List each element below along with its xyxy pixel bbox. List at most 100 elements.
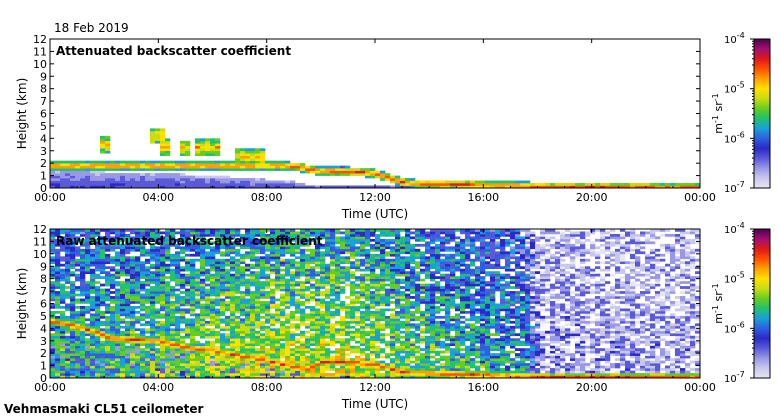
- heatmap-cell: [370, 338, 376, 342]
- heatmap-cell: [105, 365, 111, 369]
- heatmap-cell: [75, 355, 81, 359]
- heatmap-cell: [420, 315, 426, 319]
- heatmap-cell: [165, 360, 171, 364]
- heatmap-cell: [235, 348, 241, 351]
- heatmap-cell: [295, 246, 301, 250]
- heatmap-cell: [225, 268, 231, 272]
- heatmap-cell: [130, 236, 136, 240]
- heatmap-cell: [245, 231, 251, 235]
- heatmap-cell: [125, 338, 131, 342]
- heatmap-cell: [150, 333, 156, 337]
- heatmap-cell: [250, 266, 256, 270]
- heatmap-cell: [365, 358, 371, 361]
- heatmap-cell: [390, 338, 396, 342]
- heatmap-cell: [70, 256, 76, 260]
- heatmap-cell: [75, 238, 81, 242]
- heatmap-cell: [250, 320, 256, 324]
- heatmap-cell: [225, 286, 231, 289]
- heatmap-cell: [195, 325, 201, 329]
- heatmap-cell: [95, 296, 101, 299]
- heatmap-cell: [175, 271, 181, 274]
- heatmap-cell: [120, 335, 126, 339]
- heatmap-cell: [410, 350, 416, 354]
- heatmap-cell: [60, 296, 66, 299]
- heatmap-cell: [405, 365, 411, 369]
- heatmap-cell: [90, 236, 96, 240]
- heatmap-cell: [90, 241, 96, 245]
- heatmap-cell: [390, 328, 396, 332]
- heatmap-cell: [255, 263, 261, 267]
- heatmap-cell: [55, 325, 61, 329]
- heatmap-cell: [125, 165, 131, 169]
- heatmap-cell: [200, 246, 206, 250]
- heatmap-cell: [275, 313, 281, 317]
- heatmap-cell: [100, 140, 106, 144]
- heatmap-cell: [305, 298, 311, 302]
- heatmap-cell: [245, 358, 251, 361]
- heatmap-cell: [305, 241, 311, 245]
- heatmap-cell: [320, 170, 326, 174]
- heatmap-cell: [85, 343, 91, 347]
- heatmap-cell: [415, 298, 421, 302]
- heatmap-cell: [290, 168, 296, 171]
- heatmap-cell: [315, 318, 321, 322]
- heatmap-cell: [260, 338, 266, 342]
- heatmap-cell: [75, 180, 81, 184]
- heatmap-cell: [120, 173, 126, 176]
- heatmap-cell: [420, 318, 426, 322]
- heatmap-cell: [210, 268, 216, 272]
- heatmap-cell: [85, 261, 91, 265]
- heatmap-cell: [185, 145, 191, 149]
- heatmap-cell: [185, 278, 191, 282]
- heatmap-cell: [190, 241, 196, 245]
- heatmap-cell: [310, 298, 316, 302]
- heatmap-cell: [55, 278, 61, 282]
- heatmap-cell: [215, 358, 221, 361]
- heatmap-cell: [315, 313, 321, 317]
- heatmap-cell: [125, 303, 131, 307]
- heatmap-cell: [425, 363, 431, 366]
- heatmap-cell: [70, 333, 76, 337]
- heatmap-cell: [125, 353, 131, 356]
- heatmap-cell: [300, 330, 306, 334]
- y-tick-label: 3: [40, 145, 47, 158]
- heatmap-cell: [385, 283, 391, 287]
- heatmap-cell: [60, 276, 66, 279]
- heatmap-cell: [285, 340, 291, 344]
- heatmap-cell: [155, 368, 161, 371]
- heatmap-cell: [410, 291, 416, 294]
- heatmap-cell: [250, 278, 256, 282]
- heatmap-cell: [145, 315, 151, 319]
- heatmap-cell: [220, 350, 226, 354]
- heatmap-cell: [285, 243, 291, 247]
- heatmap-cell: [80, 273, 86, 277]
- heatmap-cell: [230, 373, 236, 376]
- heatmap-cell: [205, 303, 211, 307]
- heatmap-cell: [65, 286, 71, 289]
- y-tick-label: 2: [40, 157, 47, 170]
- heatmap-cell: [105, 360, 111, 364]
- heatmap-cell: [225, 175, 231, 179]
- heatmap-cell: [55, 368, 61, 371]
- heatmap-cell: [365, 229, 371, 232]
- heatmap-cell: [115, 368, 121, 371]
- heatmap-cell: [390, 301, 396, 304]
- heatmap-cell: [170, 241, 176, 245]
- heatmap-cell: [255, 323, 261, 327]
- heatmap-cell: [60, 236, 66, 240]
- heatmap-cell: [225, 243, 231, 247]
- heatmap-cell: [145, 360, 151, 364]
- heatmap-cell: [255, 251, 261, 255]
- heatmap-cell: [275, 276, 281, 279]
- heatmap-cell: [305, 301, 311, 304]
- heatmap-cell: [265, 233, 271, 237]
- heatmap-cell: [50, 185, 56, 189]
- heatmap-cell: [240, 318, 246, 322]
- heatmap-cell: [245, 273, 251, 277]
- heatmap-cell: [130, 286, 136, 289]
- heatmap-cell: [330, 298, 336, 302]
- heatmap-cell: [300, 303, 306, 307]
- heatmap-cell: [120, 256, 126, 260]
- heatmap-cell: [295, 360, 301, 364]
- heatmap-cell: [380, 283, 386, 287]
